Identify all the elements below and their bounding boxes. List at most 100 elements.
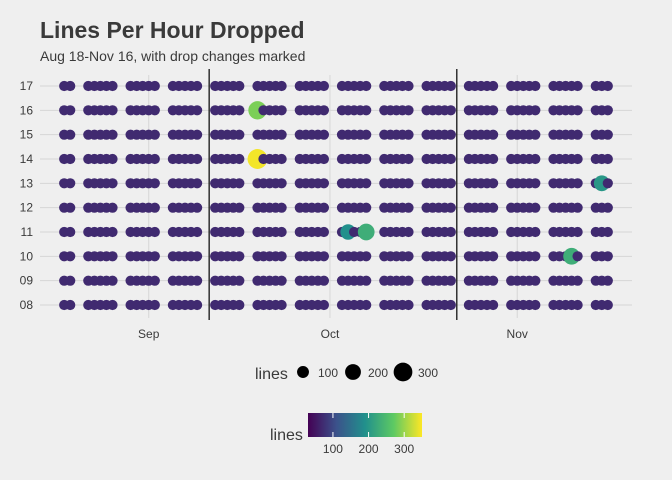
data-point (572, 80, 583, 92)
data-point (318, 251, 330, 262)
data-point (403, 105, 414, 116)
color-legend: lines 100 200 300 (270, 413, 422, 456)
color-legend-title: lines (270, 427, 303, 444)
data-point (361, 275, 372, 286)
color-legend-label: 300 (394, 442, 414, 456)
data-point (530, 153, 541, 165)
data-point (445, 299, 456, 311)
data-point (191, 226, 203, 238)
data-point (445, 202, 456, 213)
x-tick-label: Oct (321, 327, 340, 341)
y-tick-label: 11 (21, 225, 34, 239)
data-point (276, 105, 287, 116)
data-point (487, 299, 499, 311)
data-point (107, 275, 118, 286)
data-point (65, 178, 76, 189)
data-point (602, 105, 613, 116)
data-point (149, 129, 160, 140)
data-point (234, 153, 245, 165)
chart-title: Lines Per Hour Dropped (40, 17, 305, 43)
data-point (530, 202, 541, 213)
y-tick-label: 09 (20, 274, 34, 288)
data-point (361, 129, 372, 140)
data-point (149, 202, 160, 213)
data-point (487, 275, 499, 286)
data-point (318, 105, 330, 116)
y-tick-label: 13 (20, 176, 34, 190)
data-point (572, 129, 583, 140)
data-point (361, 202, 372, 213)
data-points (59, 80, 613, 311)
data-point (318, 153, 330, 165)
data-point (191, 80, 203, 92)
size-legend-label: 100 (318, 366, 338, 380)
data-point (445, 226, 456, 238)
data-point (530, 129, 541, 140)
data-point (318, 178, 330, 189)
data-point (445, 251, 456, 262)
y-tick-label: 15 (20, 128, 34, 142)
data-point (149, 251, 160, 262)
size-legend-title: lines (255, 366, 288, 383)
data-point (107, 202, 118, 213)
data-point (191, 202, 203, 213)
data-point (65, 275, 76, 286)
data-point (572, 251, 583, 262)
data-point (65, 226, 76, 238)
x-tick-label: Sep (138, 327, 160, 341)
data-point (487, 251, 499, 262)
size-legend-key (393, 362, 413, 382)
data-point (602, 178, 613, 189)
data-point (487, 178, 499, 189)
data-point (65, 153, 76, 165)
size-legend-label: 200 (368, 366, 388, 380)
data-point (107, 299, 118, 311)
data-point (487, 153, 499, 165)
data-point (361, 153, 372, 165)
data-point (234, 275, 245, 286)
data-point (276, 178, 287, 189)
data-point (191, 251, 203, 262)
data-point (602, 275, 613, 286)
y-tick-label: 08 (20, 298, 34, 312)
data-point (65, 299, 76, 311)
data-point (403, 275, 414, 286)
data-point (149, 80, 160, 92)
data-point (107, 251, 118, 262)
data-point (191, 105, 203, 116)
data-point (318, 129, 330, 140)
data-point (276, 202, 287, 213)
y-tick-label: 17 (20, 79, 34, 93)
data-point (191, 178, 203, 189)
data-point (445, 105, 456, 116)
data-point (445, 153, 456, 165)
data-point (234, 129, 245, 140)
chart-subtitle: Aug 18-Nov 16, with drop changes marked (40, 48, 305, 64)
data-point (318, 202, 330, 213)
data-point (191, 129, 203, 140)
data-point (445, 275, 456, 286)
y-tick-label: 12 (20, 201, 34, 215)
data-point (445, 178, 456, 189)
data-point (602, 80, 613, 92)
data-point (65, 129, 76, 140)
data-point (149, 299, 160, 311)
x-tick-label: Nov (507, 327, 528, 341)
data-point (445, 129, 456, 140)
data-point (403, 226, 414, 238)
data-point (65, 202, 76, 213)
data-point (234, 80, 245, 92)
data-point (445, 80, 456, 92)
data-point (276, 251, 287, 262)
data-point (65, 105, 76, 116)
data-point (276, 299, 287, 311)
data-point (530, 226, 541, 238)
data-point (65, 80, 76, 92)
data-point (487, 129, 499, 140)
data-point (602, 129, 613, 140)
data-point (361, 105, 372, 116)
data-point (602, 251, 613, 262)
data-point (361, 178, 372, 189)
data-point (107, 105, 118, 116)
data-point (149, 153, 160, 165)
